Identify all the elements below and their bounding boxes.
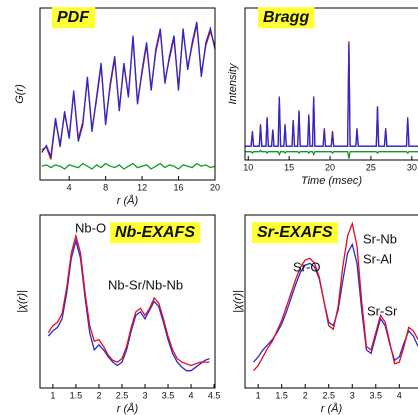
annotation: Sr-Nb — [363, 231, 397, 246]
data-line — [47, 238, 210, 372]
x-tick-label: 2.5 — [116, 390, 129, 400]
x-tick-label: 3.5 — [162, 390, 175, 400]
panel: 4 8 12 16 20 r (Å) G(r) PDF — [14, 7, 220, 207]
x-tick-label: 15 — [284, 162, 294, 172]
data-line — [41, 162, 215, 170]
x-tick-label: 3 — [350, 390, 355, 400]
panel: 1 1.5 2 2.5 3 3.5 4 r (Å) |χ(r)| Sr-EXAFS Sr-O Sr-N… — [232, 214, 418, 415]
plot-frame — [39, 214, 216, 389]
annotation: Sr-O — [293, 259, 320, 274]
x-tick-label: 4 — [189, 390, 194, 400]
x-tick-label: 3.5 — [370, 390, 383, 400]
x-tick-label: 2 — [96, 390, 101, 400]
x-tick-label: 30 — [407, 162, 417, 172]
data-line — [245, 43, 418, 147]
x-tick-label: 4 — [67, 182, 72, 192]
x-tick-label: 20 — [325, 162, 335, 172]
title-box — [52, 7, 96, 29]
x-axis-label: Time (msec) — [301, 175, 362, 187]
data-line — [245, 149, 418, 159]
y-axis-label: G(r) — [14, 84, 26, 104]
data-line — [41, 21, 215, 160]
x-tick-label: 1 — [50, 390, 55, 400]
title-box — [258, 7, 315, 29]
x-tick-label: 3 — [142, 390, 147, 400]
annotation: Sr-Sr — [367, 303, 398, 318]
y-axis-label: |χ(r)| — [232, 290, 244, 313]
data-line — [47, 233, 210, 367]
x-tick-label: 25 — [366, 162, 376, 172]
x-tick-label: 2.5 — [322, 390, 335, 400]
plot-frame — [244, 7, 418, 161]
plot-frame — [39, 7, 216, 181]
x-tick-label: 20 — [210, 182, 220, 192]
x-tick-label: 12 — [137, 182, 147, 192]
x-tick-label: 1.5 — [70, 390, 83, 400]
x-tick-label: 2 — [303, 390, 308, 400]
x-axis-label: r (Å) — [321, 402, 343, 415]
x-tick-label: 4.5 — [208, 390, 221, 400]
panel-title: Nb-EXAFS — [115, 224, 195, 241]
x-tick-label: 8 — [103, 182, 108, 192]
x-tick-label: 16 — [174, 182, 184, 192]
title-box — [110, 222, 201, 244]
x-tick-label: 4 — [397, 390, 402, 400]
annotation: Nb-Sr/Nb-Nb — [108, 277, 183, 292]
annotation: Nb-O — [75, 220, 106, 235]
panel: 10 15 20 25 30 Time (msec) Intensity Bragg — [227, 7, 418, 187]
title-box — [252, 222, 338, 244]
data-line — [253, 221, 418, 372]
panel-title: PDF — [57, 9, 90, 26]
x-tick-label: 1.5 — [275, 390, 288, 400]
y-axis-label: Intensity — [227, 62, 239, 104]
annotation: Sr-Al — [363, 251, 392, 266]
x-tick-label: 1 — [256, 390, 261, 400]
panel-title: Bragg — [263, 9, 309, 26]
x-axis-label: r (Å) — [117, 194, 139, 207]
plot-frame — [244, 214, 418, 389]
panel-title: Sr-EXAFS — [257, 224, 333, 241]
data-line — [245, 41, 418, 147]
panel: 1 1.5 2 2.5 3 3.5 4 4.5 r (Å) |χ(r)| Nb-EXAFS Nb-O N… — [16, 214, 221, 415]
x-tick-label: 10 — [243, 162, 253, 172]
x-axis-label: r (Å) — [117, 402, 139, 415]
y-axis-label: |χ(r)| — [16, 290, 28, 313]
